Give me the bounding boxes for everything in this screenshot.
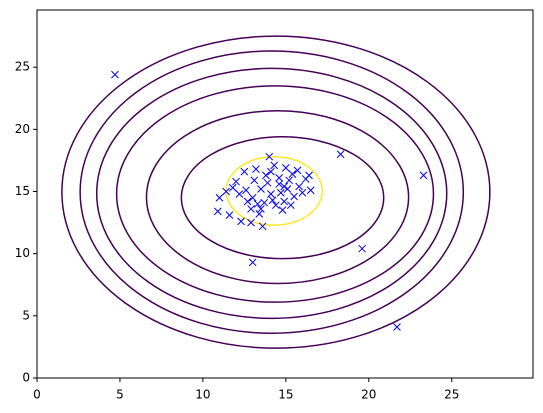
data-point [235,190,244,198]
data-point [257,205,265,213]
data-point [286,201,295,210]
data-point [276,188,285,197]
x-tick-label: 20 [361,388,376,402]
data-point [270,161,279,170]
data-point [290,192,298,201]
data-point [242,186,250,195]
data-point [293,166,302,175]
x-tick-label: 0 [33,388,41,402]
contour [79,50,465,334]
data-point [232,177,240,186]
contour [61,35,491,349]
data-point [267,190,275,198]
data-point [222,187,230,196]
data-point [225,211,234,219]
data-point [272,201,280,210]
y-tick-label: 25 [15,60,30,74]
data-point [288,170,297,178]
data-point [265,152,274,161]
data-point [252,165,260,173]
data-point [267,167,275,176]
x-tick-label: 15 [278,388,293,402]
data-point [260,198,269,207]
data-point [358,244,366,253]
data-point [237,217,245,226]
y-tick-label: 5 [22,308,30,322]
data-point [281,164,290,172]
data-point [393,323,401,331]
contour [180,136,385,260]
data-point [263,178,272,187]
data-point [255,210,264,218]
data-point [280,182,289,191]
x-tick-label: 10 [195,388,210,402]
contour [95,67,448,320]
data-point [285,176,294,185]
data-point [258,222,267,231]
data-point [240,167,249,176]
data-point [111,70,119,79]
data-point [262,171,270,180]
data-point [280,197,289,206]
data-point [278,206,287,215]
data-point [215,193,224,202]
data-point [247,218,255,227]
x-tick-label: 25 [444,388,459,402]
contour [145,109,410,285]
data-point [247,205,255,213]
data-point [295,182,303,191]
contour [115,85,435,303]
data-point [253,200,262,208]
x-tick-label: 5 [116,388,124,402]
data-point [275,180,284,188]
data-point [257,185,265,193]
data-point [248,258,257,267]
data-point [248,193,257,202]
y-tick-label: 15 [15,184,30,198]
data-point [419,171,428,180]
data-point [250,176,259,185]
data-point [306,186,315,195]
data-point [243,197,252,206]
data-point [283,185,292,193]
data-point [268,196,277,205]
data-point [336,150,345,159]
y-tick-label: 20 [15,122,30,136]
data-point [275,173,284,182]
plot-frame [36,9,534,379]
data-point [213,207,222,216]
data-point [228,183,237,192]
data-point [298,188,307,197]
y-tick-label: 10 [15,246,30,260]
data-point [305,171,313,180]
y-tick-label: 0 [22,371,30,385]
